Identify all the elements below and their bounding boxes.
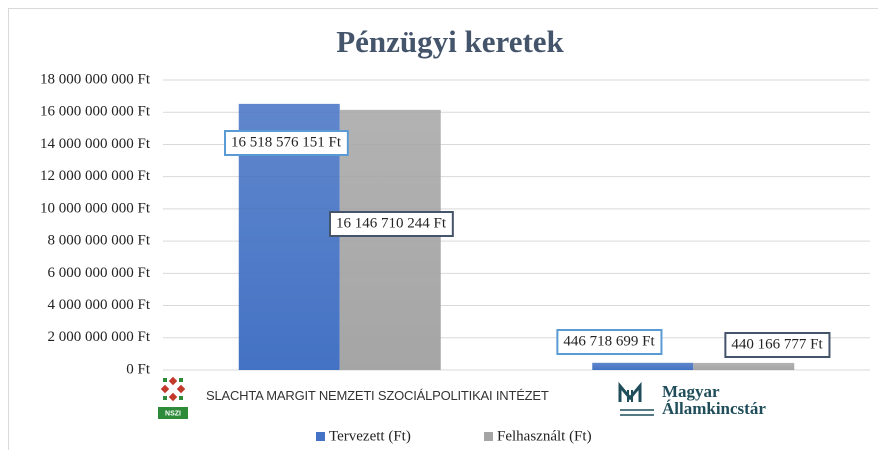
bar <box>693 362 795 370</box>
y-tick-label: 4 000 000 000 Ft <box>47 297 150 313</box>
y-tick-label: 12 000 000 000 Ft <box>40 168 151 184</box>
data-label: 440 166 777 Ft <box>731 336 823 352</box>
y-tick-label: 0 Ft <box>126 361 151 377</box>
x-tick-label: SLACHTA MARGIT NEMZETI SZOCIÁLPOLITIKAI … <box>206 388 549 403</box>
logo-text: NSZI <box>165 410 181 417</box>
bar <box>592 362 694 370</box>
chart-title: Pénzügyi keretek <box>336 24 564 59</box>
legend-swatch <box>484 432 493 441</box>
legend-label: Felhasznált (Ft) <box>497 428 592 444</box>
data-label-box <box>556 329 663 355</box>
chart-frame <box>8 8 878 450</box>
data-label-box <box>223 130 349 156</box>
nszi-logo <box>158 376 188 419</box>
y-tick-label: 8 000 000 000 Ft <box>47 233 150 249</box>
legend-swatch <box>316 432 325 441</box>
data-label: 16 146 710 244 Ft <box>336 215 447 231</box>
x-tick-label: Magyar Államkincstár <box>662 382 766 418</box>
y-tick-label: 2 000 000 000 Ft <box>47 329 150 345</box>
y-tick-label: 18 000 000 000 Ft <box>40 71 151 87</box>
y-tick-label: 6 000 000 000 Ft <box>47 265 150 281</box>
data-label-box <box>328 211 454 237</box>
bar <box>339 109 441 371</box>
y-tick-label: 14 000 000 000 Ft <box>40 136 151 152</box>
data-label: 16 518 576 151 Ft <box>231 134 342 150</box>
y-tick-label: 16 000 000 000 Ft <box>40 104 151 120</box>
kincstar-logo <box>618 381 654 416</box>
data-label-box <box>724 332 831 358</box>
data-label: 446 718 699 Ft <box>563 333 655 349</box>
y-tick-label: 10 000 000 000 Ft <box>40 200 151 216</box>
legend-label: Tervezett (Ft) <box>329 428 411 444</box>
